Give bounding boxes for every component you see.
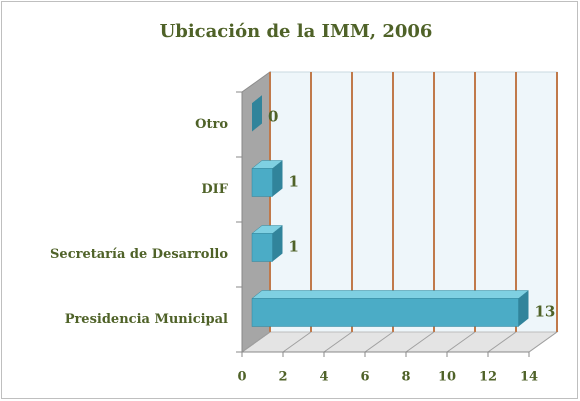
bar xyxy=(251,233,273,262)
x-tick-label: 0 xyxy=(237,370,246,385)
floor-grid-line xyxy=(528,331,558,353)
floor-grid-line xyxy=(487,331,517,353)
floor-grid-line xyxy=(446,331,476,353)
value-label: 1 xyxy=(289,173,299,191)
bar xyxy=(251,298,519,327)
bar xyxy=(251,168,273,197)
floor xyxy=(240,331,559,353)
y-tick-label: Otro xyxy=(195,117,228,132)
x-tick-label: 2 xyxy=(278,370,287,385)
value-label: 1 xyxy=(289,238,299,256)
bar-side xyxy=(518,290,529,327)
x-tick-label: 4 xyxy=(319,370,328,385)
chart-title: Ubicación de la IMM, 2006 xyxy=(160,21,433,42)
bar-side xyxy=(272,225,283,262)
floor-grid-line xyxy=(323,331,353,353)
floor-grid-line xyxy=(241,331,271,353)
x-tick-label: 8 xyxy=(401,370,410,385)
bar-side xyxy=(252,95,262,132)
y-tick-label: DIF xyxy=(201,182,228,197)
x-tick-label: 10 xyxy=(438,370,456,385)
floor-grid-line xyxy=(282,331,312,353)
value-label: 0 xyxy=(268,108,278,126)
y-tick-label: Secretaría de Desarrollo xyxy=(50,247,228,262)
x-tick-label: 6 xyxy=(360,370,369,385)
bar-side xyxy=(272,160,283,197)
x-tick-label: 12 xyxy=(479,370,497,385)
bar-top xyxy=(251,290,530,299)
y-tick-label: Presidencia Municipal xyxy=(65,312,228,327)
floor-grid-line xyxy=(364,331,394,353)
x-tick-label: 14 xyxy=(520,370,538,385)
floor-grid-line xyxy=(405,331,435,353)
value-label: 13 xyxy=(535,303,556,321)
